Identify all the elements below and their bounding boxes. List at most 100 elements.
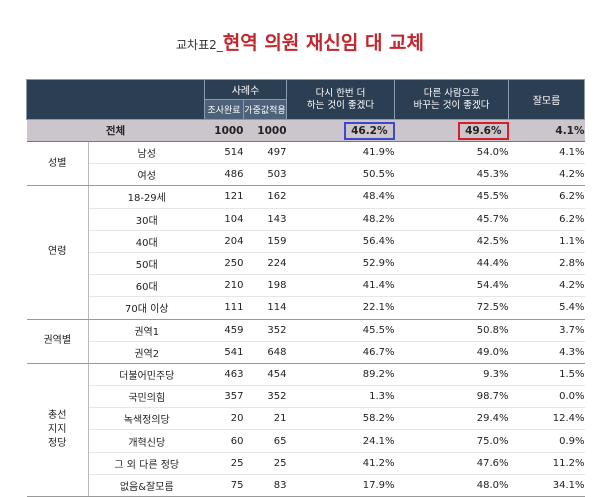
crosstab-table: 사례수 다시 한번 더 하는 것이 좋겠다 다른 사람으로 바꾸는 것이 좋겠다 잘…: [26, 79, 586, 497]
row-label: 60대: [88, 274, 205, 298]
row-n-weighted: 352: [243, 319, 287, 342]
row-n-completed: 357: [204, 385, 244, 409]
table-row: 개혁신당 60 65 24.1% 75.0% 0.9%: [27, 429, 585, 453]
row-n-completed: 486: [204, 163, 244, 187]
row-replace: 42.5%: [394, 230, 509, 253]
row-n-weighted: 503: [243, 163, 287, 187]
row-keep: 48.2%: [286, 208, 395, 231]
row-dontknow: 11.2%: [508, 452, 585, 475]
row-label: 50대: [88, 252, 205, 276]
row-replace: 98.7%: [394, 385, 509, 409]
row-dontknow: 6.2%: [508, 208, 585, 231]
row-keep: 45.5%: [286, 319, 395, 342]
total-label: 전체: [26, 119, 205, 142]
row-keep: 24.1%: [286, 429, 395, 453]
row-n-weighted: 159: [243, 230, 287, 253]
group-label: 권역별: [26, 319, 89, 364]
row-label: 개혁신당: [88, 429, 205, 453]
row-replace: 48.0%: [394, 474, 509, 497]
row-n-weighted: 497: [243, 141, 287, 165]
row-keep: 46.7%: [286, 341, 395, 364]
row-label: 없음&잘모름: [88, 474, 205, 497]
row-n-completed: 514: [204, 141, 244, 165]
row-replace: 47.6%: [394, 452, 509, 475]
group-label: 성별: [26, 141, 89, 187]
row-keep: 41.9%: [286, 141, 395, 165]
table-row: 40대 204 159 56.4% 42.5% 1.1%: [27, 230, 585, 253]
row-n-weighted: 198: [243, 274, 287, 298]
row-label: 그 외 다른 정당: [88, 452, 205, 475]
header-sample-weighted: 가중값적용: [242, 99, 288, 120]
row-label: 권역1: [88, 319, 205, 342]
header-row-2: 조사완료 가중값적용: [27, 99, 585, 120]
row-n-weighted: 352: [243, 385, 287, 409]
row-dontknow: 4.2%: [508, 274, 585, 298]
row-label: 70대 이상: [88, 296, 205, 320]
table-row: 연령 18-29세 121 162 48.4% 45.5% 6.2%: [26, 185, 585, 320]
row-n-completed: 463: [204, 363, 244, 387]
row-n-completed: 250: [204, 252, 244, 276]
row-keep: 22.1%: [286, 296, 395, 320]
row-keep: 41.2%: [286, 452, 395, 475]
table-row: 없음&잘모름 75 83 17.9% 48.0% 34.1%: [27, 474, 585, 497]
row-n-weighted: 648: [243, 341, 287, 364]
row-keep: 48.4%: [286, 185, 395, 209]
header-replace: 다른 사람으로 바꾸는 것이 좋겠다: [394, 79, 510, 120]
row-label: 18-29세: [88, 185, 205, 209]
row-keep: 50.5%: [286, 163, 395, 187]
row-n-completed: 541: [204, 341, 244, 364]
row-label: 40대: [88, 230, 205, 253]
row-n-weighted: 454: [243, 363, 287, 387]
row-label: 권역2: [88, 341, 205, 364]
header-corner: [26, 79, 205, 120]
row-n-completed: 121: [204, 185, 244, 209]
row-dontknow: 2.8%: [508, 252, 585, 276]
row-n-completed: 20: [204, 407, 244, 431]
row-n-weighted: 25: [243, 452, 287, 475]
row-keep: 58.2%: [286, 407, 395, 431]
row-n-weighted: 143: [243, 208, 287, 231]
table-row: 여성 486 503 50.5% 45.3% 4.2%: [27, 163, 585, 187]
row-n-completed: 204: [204, 230, 244, 253]
row-replace: 54.4%: [394, 274, 509, 298]
row-n-completed: 111: [204, 296, 244, 320]
row-n-weighted: 162: [243, 185, 287, 209]
header-sample: 사례수: [203, 79, 288, 100]
row-dontknow: 1.5%: [508, 363, 585, 387]
header-dontknow: 잘모름: [508, 79, 586, 120]
total-replace-highlight: 49.6%: [458, 121, 509, 140]
row-label: 여성: [88, 163, 205, 187]
table-row: 성별 남성 514 497 41.9% 54.0% 4.1%: [26, 141, 585, 187]
total-keep-highlight: 46.2%: [344, 121, 395, 140]
row-n-weighted: 224: [243, 252, 287, 276]
row-n-weighted: 114: [243, 296, 287, 320]
row-keep: 89.2%: [286, 363, 395, 387]
table-row: 국민의힘 357 352 1.3% 98.7% 0.0%: [27, 385, 585, 409]
row-dontknow: 1.1%: [508, 230, 585, 253]
table-row: 녹색정의당 20 21 58.2% 29.4% 12.4%: [27, 407, 585, 431]
row-dontknow: 34.1%: [508, 474, 585, 497]
row-n-completed: 75: [204, 474, 244, 497]
total-n-completed: 1000: [204, 119, 244, 142]
table-row: 50대 250 224 52.9% 44.4% 2.8%: [27, 252, 585, 276]
row-n-completed: 104: [204, 208, 244, 231]
row-n-completed: 25: [204, 452, 244, 475]
table-row: 60대 210 198 41.4% 54.4% 4.2%: [27, 274, 585, 298]
row-replace: 45.5%: [394, 185, 509, 209]
table-row: 30대 104 143 48.2% 45.7% 6.2%: [27, 208, 585, 231]
row-replace: 9.3%: [394, 363, 509, 387]
row-label: 더불어민주당: [88, 363, 205, 387]
group-label: 총선 지지 정당: [26, 363, 89, 497]
page-title: 교차표2_현역 의원 재신임 대 교체: [0, 28, 600, 55]
row-n-weighted: 83: [243, 474, 287, 497]
row-dontknow: 4.2%: [508, 163, 585, 187]
row-n-weighted: 21: [243, 407, 287, 431]
row-dontknow: 4.3%: [508, 341, 585, 364]
table-row: 총선 지지 정당 더불어민주당 463 454 89.2% 9.3% 1.5%: [26, 363, 585, 497]
row-dontknow: 12.4%: [508, 407, 585, 431]
row-replace: 29.4%: [394, 407, 509, 431]
table-row: 권역2 541 648 46.7% 49.0% 4.3%: [27, 341, 585, 364]
table-row: 70대 이상 111 114 22.1% 72.5% 5.4%: [27, 296, 585, 320]
row-n-weighted: 65: [243, 429, 287, 453]
group-label: 연령: [26, 185, 89, 320]
